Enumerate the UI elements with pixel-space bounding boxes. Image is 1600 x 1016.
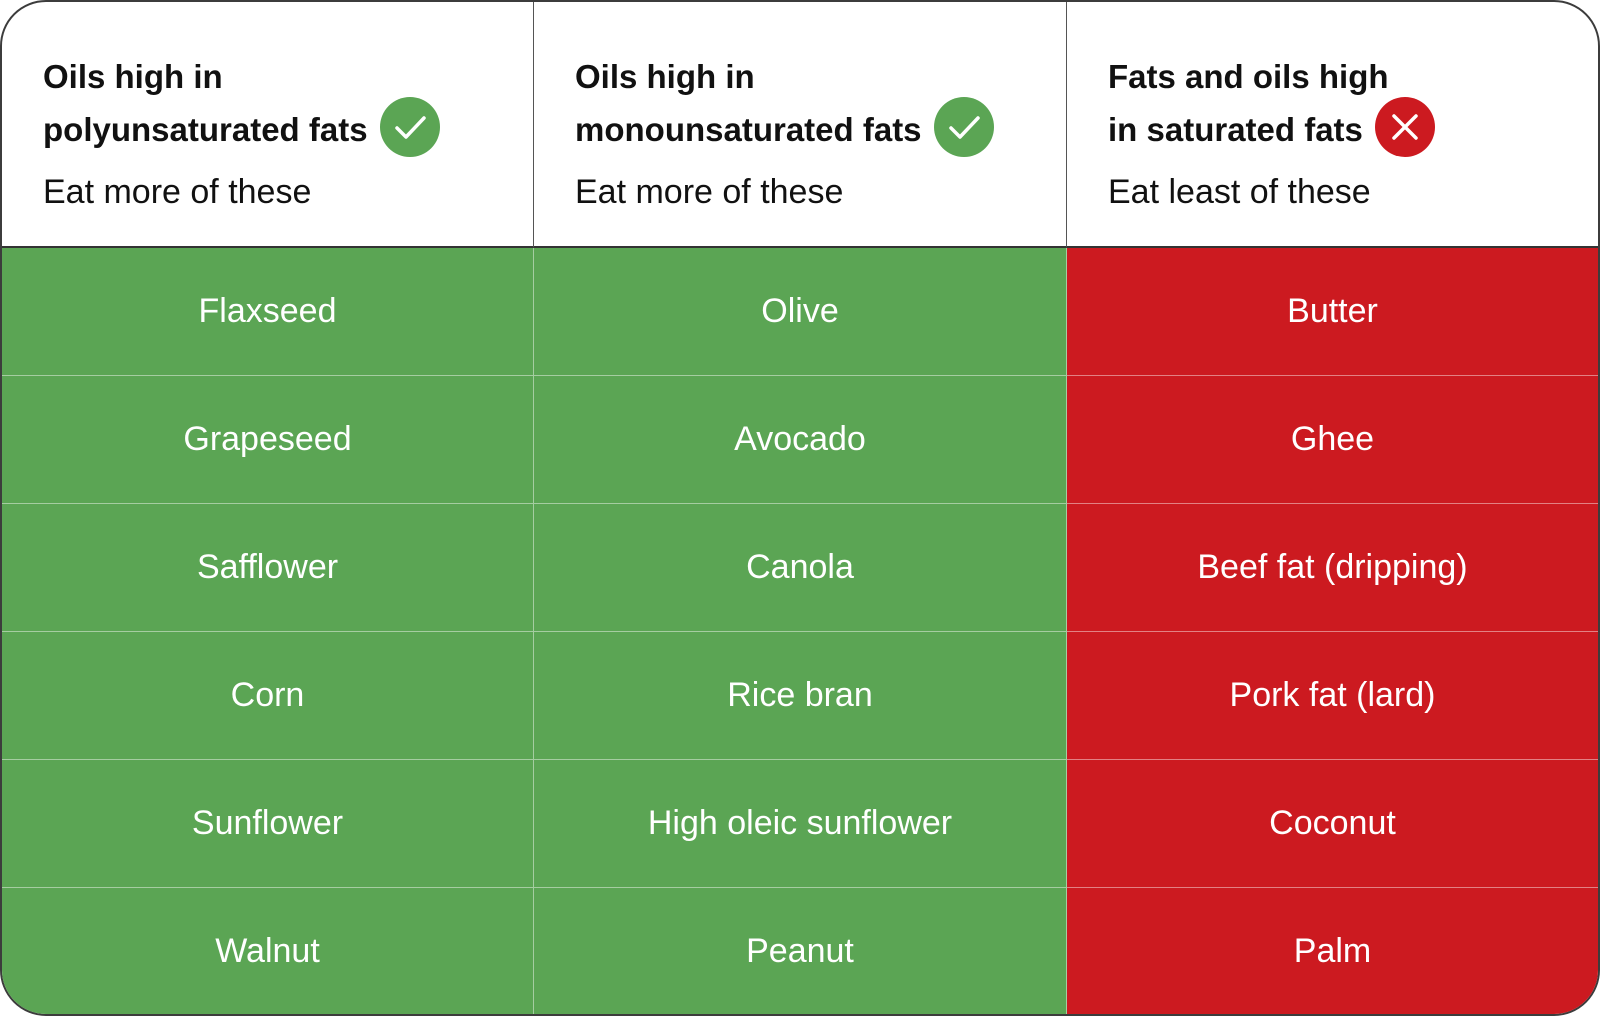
title-line: Oils high in [43,58,223,95]
table-cell: Butter [1067,248,1598,376]
column-header-monounsaturated: Oils high in monounsaturated fats Eat mo… [534,2,1067,248]
table-cell: Flaxseed [2,248,534,376]
check-circle-icon [933,97,994,157]
table-cell: Peanut [534,888,1067,1014]
table-cell: Rice bran [534,632,1067,760]
table-cell: Pork fat (lard) [1067,632,1598,760]
column-header-saturated: Fats and oils high in saturated fats Eat… [1067,2,1598,248]
title-line: Oils high in [575,58,755,95]
table-cell: Ghee [1067,376,1598,504]
table-cell: High oleic sunflower [534,760,1067,888]
table-cell: Olive [534,248,1067,376]
column-subtitle: Eat least of these [1108,173,1371,211]
title-line: Fats and oils high [1108,58,1389,95]
column-title: Oils high in polyunsaturated fats [43,54,533,159]
table-cell: Corn [2,632,534,760]
column-header-polyunsaturated: Oils high in polyunsaturated fats Eat mo… [2,2,534,248]
column-title: Fats and oils high in saturated fats [1108,54,1598,159]
table-cell: Beef fat (dripping) [1067,504,1598,632]
table-cell: Canola [534,504,1067,632]
column-subtitle: Eat more of these [575,173,844,211]
x-circle-icon [1374,97,1435,157]
table-cell: Grapeseed [2,376,534,504]
table-cell: Safflower [2,504,534,632]
column-title: Oils high in monounsaturated fats [575,54,1066,159]
check-circle-icon [379,97,440,157]
title-line: monounsaturated fats [575,110,922,148]
table-cell: Palm [1067,888,1598,1014]
column-subtitle: Eat more of these [43,173,312,211]
table-cell: Walnut [2,888,534,1014]
table-cell: Sunflower [2,760,534,888]
title-line: polyunsaturated fats [43,110,368,148]
title-line: in saturated fats [1108,110,1363,148]
table-cell: Coconut [1067,760,1598,888]
table-cell: Avocado [534,376,1067,504]
